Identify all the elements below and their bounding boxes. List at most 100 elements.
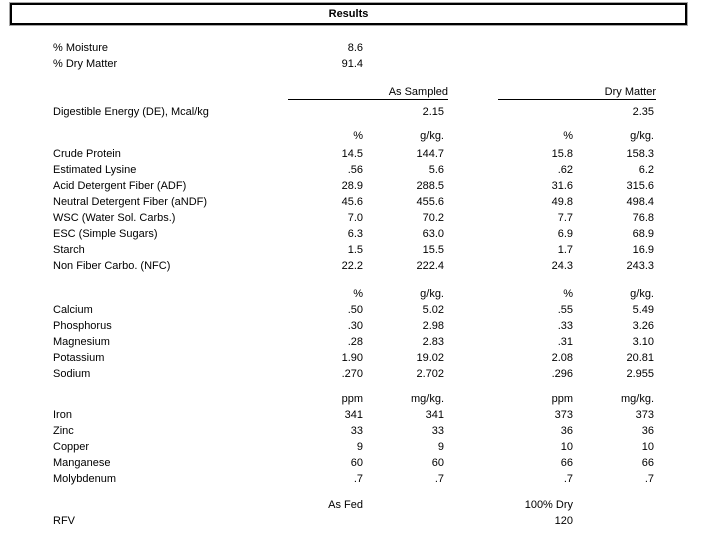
as-sampled-gkg: 2.702: [416, 368, 444, 380]
rfv-section: RFV 120: [53, 513, 654, 529]
as-sampled-ppm: 60: [350, 457, 363, 469]
dry-matter-ppm: 66: [560, 457, 573, 469]
unit-pct: %: [353, 288, 363, 300]
dry-matter-gkg: 20.81: [626, 352, 654, 364]
analyte-row: Molybdenum .7 .7 .7 .7: [53, 471, 654, 487]
dry-matter-ppm: 373: [554, 409, 573, 421]
as-sampled-pct: 1.5: [347, 244, 363, 256]
dry-matter-gkg: 315.6: [626, 180, 654, 192]
analyte-label: Potassium: [53, 352, 105, 364]
dry-matter-pct: .33: [557, 320, 573, 332]
analyte-row: Phosphorus .30 2.98 .33 3.26: [53, 318, 654, 334]
as-sampled-pct: 45.6: [341, 196, 363, 208]
unit-gkg: g/kg.: [420, 288, 444, 300]
dry-matter-gkg: 498.4: [626, 196, 654, 208]
as-sampled-mgkg: 9: [437, 441, 444, 453]
analyte-label: Non Fiber Carbo. (NFC): [53, 260, 171, 272]
analyte-label: Copper: [53, 441, 90, 453]
dry-matter-pct: 6.9: [557, 228, 573, 240]
as-sampled-gkg: 63.0: [422, 228, 444, 240]
analyte-row: Estimated Lysine .56 5.6 .62 6.2: [53, 162, 654, 178]
analyte-row: Crude Protein 14.5 144.7 15.8 158.3: [53, 146, 654, 162]
analyte-label: Molybdenum: [53, 473, 116, 485]
dry-matter-mgkg: .7: [644, 473, 654, 485]
as-sampled-pct: .56: [347, 164, 363, 176]
basis-labels-row: As Fed 100% Dry: [53, 497, 654, 513]
analyte-label: Manganese: [53, 457, 111, 469]
analyte-row: Manganese 60 60 66 66: [53, 455, 654, 471]
trace-minerals-section: Iron 341 341 373 373 Zinc 33 33 36 36 Co…: [53, 407, 654, 487]
analyte-row: Iron 341 341 373 373: [53, 407, 654, 423]
dry-matter-label: % Dry Matter: [53, 58, 118, 70]
mineral-units-row: % g/kg. % g/kg.: [53, 286, 654, 302]
dry-matter-gkg: 2.955: [626, 368, 654, 380]
dry-matter-pct: 49.8: [551, 196, 573, 208]
dry-matter-pct: 15.8: [551, 148, 573, 160]
basis-footer-row: As Fed 100% Dry: [53, 497, 654, 513]
unit-pct: %: [353, 130, 363, 142]
moisture-value: 8.6: [347, 42, 363, 54]
dry-matter-ppm: 10: [560, 441, 573, 453]
as-sampled-pct: 28.9: [341, 180, 363, 192]
as-sampled-mgkg: .7: [434, 473, 444, 485]
digestible-energy-row: Digestible Energy (DE), Mcal/kg 2.15 2.3…: [53, 104, 654, 120]
as-sampled-gkg: 288.5: [416, 180, 444, 192]
dry-matter-pct: 7.7: [557, 212, 573, 224]
units-row: % g/kg. % g/kg.: [53, 286, 654, 302]
as-sampled-gkg: 222.4: [416, 260, 444, 272]
dry-matter-ppm: .7: [563, 473, 573, 485]
as-sampled-pct: .30: [347, 320, 363, 332]
as-sampled-value: 2.15: [422, 106, 444, 118]
dry-matter-gkg: 158.3: [626, 148, 654, 160]
as-sampled-ppm: .7: [353, 473, 363, 485]
unit-pct: %: [563, 130, 573, 142]
page-title: Results: [328, 8, 369, 20]
dry-matter-value: 91.4: [341, 58, 363, 70]
analyte-row: ESC (Simple Sugars) 6.3 63.0 6.9 68.9: [53, 226, 654, 242]
as-sampled-pct: 1.90: [341, 352, 363, 364]
dry-matter-pct: 1.7: [557, 244, 573, 256]
unit-ppm: ppm: [341, 393, 363, 405]
as-fed-label: As Fed: [328, 499, 363, 511]
analyte-label: Digestible Energy (DE), Mcal/kg: [53, 106, 209, 118]
analyte-label: Magnesium: [53, 336, 110, 348]
as-sampled-mgkg: 33: [431, 425, 444, 437]
unit-mgkg: mg/kg.: [620, 393, 654, 405]
as-sampled-pct: 6.3: [347, 228, 363, 240]
analyte-label: WSC (Water Sol. Carbs.): [53, 212, 176, 224]
analyte-row: Non Fiber Carbo. (NFC) 22.2 222.4 24.3 2…: [53, 258, 654, 274]
analyte-label: Estimated Lysine: [53, 164, 137, 176]
dry-matter-mgkg: 10: [641, 441, 654, 453]
analyte-row: Potassium 1.90 19.02 2.08 20.81: [53, 350, 654, 366]
analyte-row: Calcium .50 5.02 .55 5.49: [53, 302, 654, 318]
as-sampled-gkg: 19.02: [416, 352, 444, 364]
rfv-label: RFV: [53, 515, 75, 527]
dry-matter-gkg: 3.10: [632, 336, 654, 348]
dry-matter-pct: .62: [557, 164, 573, 176]
trace-units-row: ppm mg/kg. ppm mg/kg.: [53, 391, 654, 407]
dry-matter-gkg: 243.3: [626, 260, 654, 272]
analyte-label: ESC (Simple Sugars): [53, 228, 158, 240]
as-sampled-ppm: 341: [344, 409, 363, 421]
rfv-row: RFV 120: [53, 513, 654, 529]
dry-matter-row: % Dry Matter 91.4: [53, 56, 654, 72]
dry-matter-mgkg: 66: [641, 457, 654, 469]
as-sampled-gkg: 455.6: [416, 196, 444, 208]
as-sampled-pct: 14.5: [341, 148, 363, 160]
nutrient-units-row: % g/kg. % g/kg.: [53, 128, 654, 144]
minerals-section: Calcium .50 5.02 .55 5.49 Phosphorus .30…: [53, 302, 654, 382]
as-sampled-gkg: 2.98: [422, 320, 444, 332]
analyte-row: Copper 9 9 10 10: [53, 439, 654, 455]
as-sampled-pct: 22.2: [341, 260, 363, 272]
analyte-label: Zinc: [53, 425, 74, 437]
dry-matter-gkg: 3.26: [632, 320, 654, 332]
moisture-label: % Moisture: [53, 42, 109, 54]
analyte-row: Sodium .270 2.702 .296 2.955: [53, 366, 654, 382]
hundred-dry-label: 100% Dry: [524, 499, 573, 511]
dry-matter-value: 2.35: [632, 106, 654, 118]
as-sampled-gkg: 2.83: [422, 336, 444, 348]
dry-matter-gkg: 6.2: [638, 164, 654, 176]
dry-matter-pct: .55: [557, 304, 573, 316]
as-sampled-gkg: 5.6: [428, 164, 444, 176]
moisture-row: % Moisture 8.6: [53, 40, 654, 56]
